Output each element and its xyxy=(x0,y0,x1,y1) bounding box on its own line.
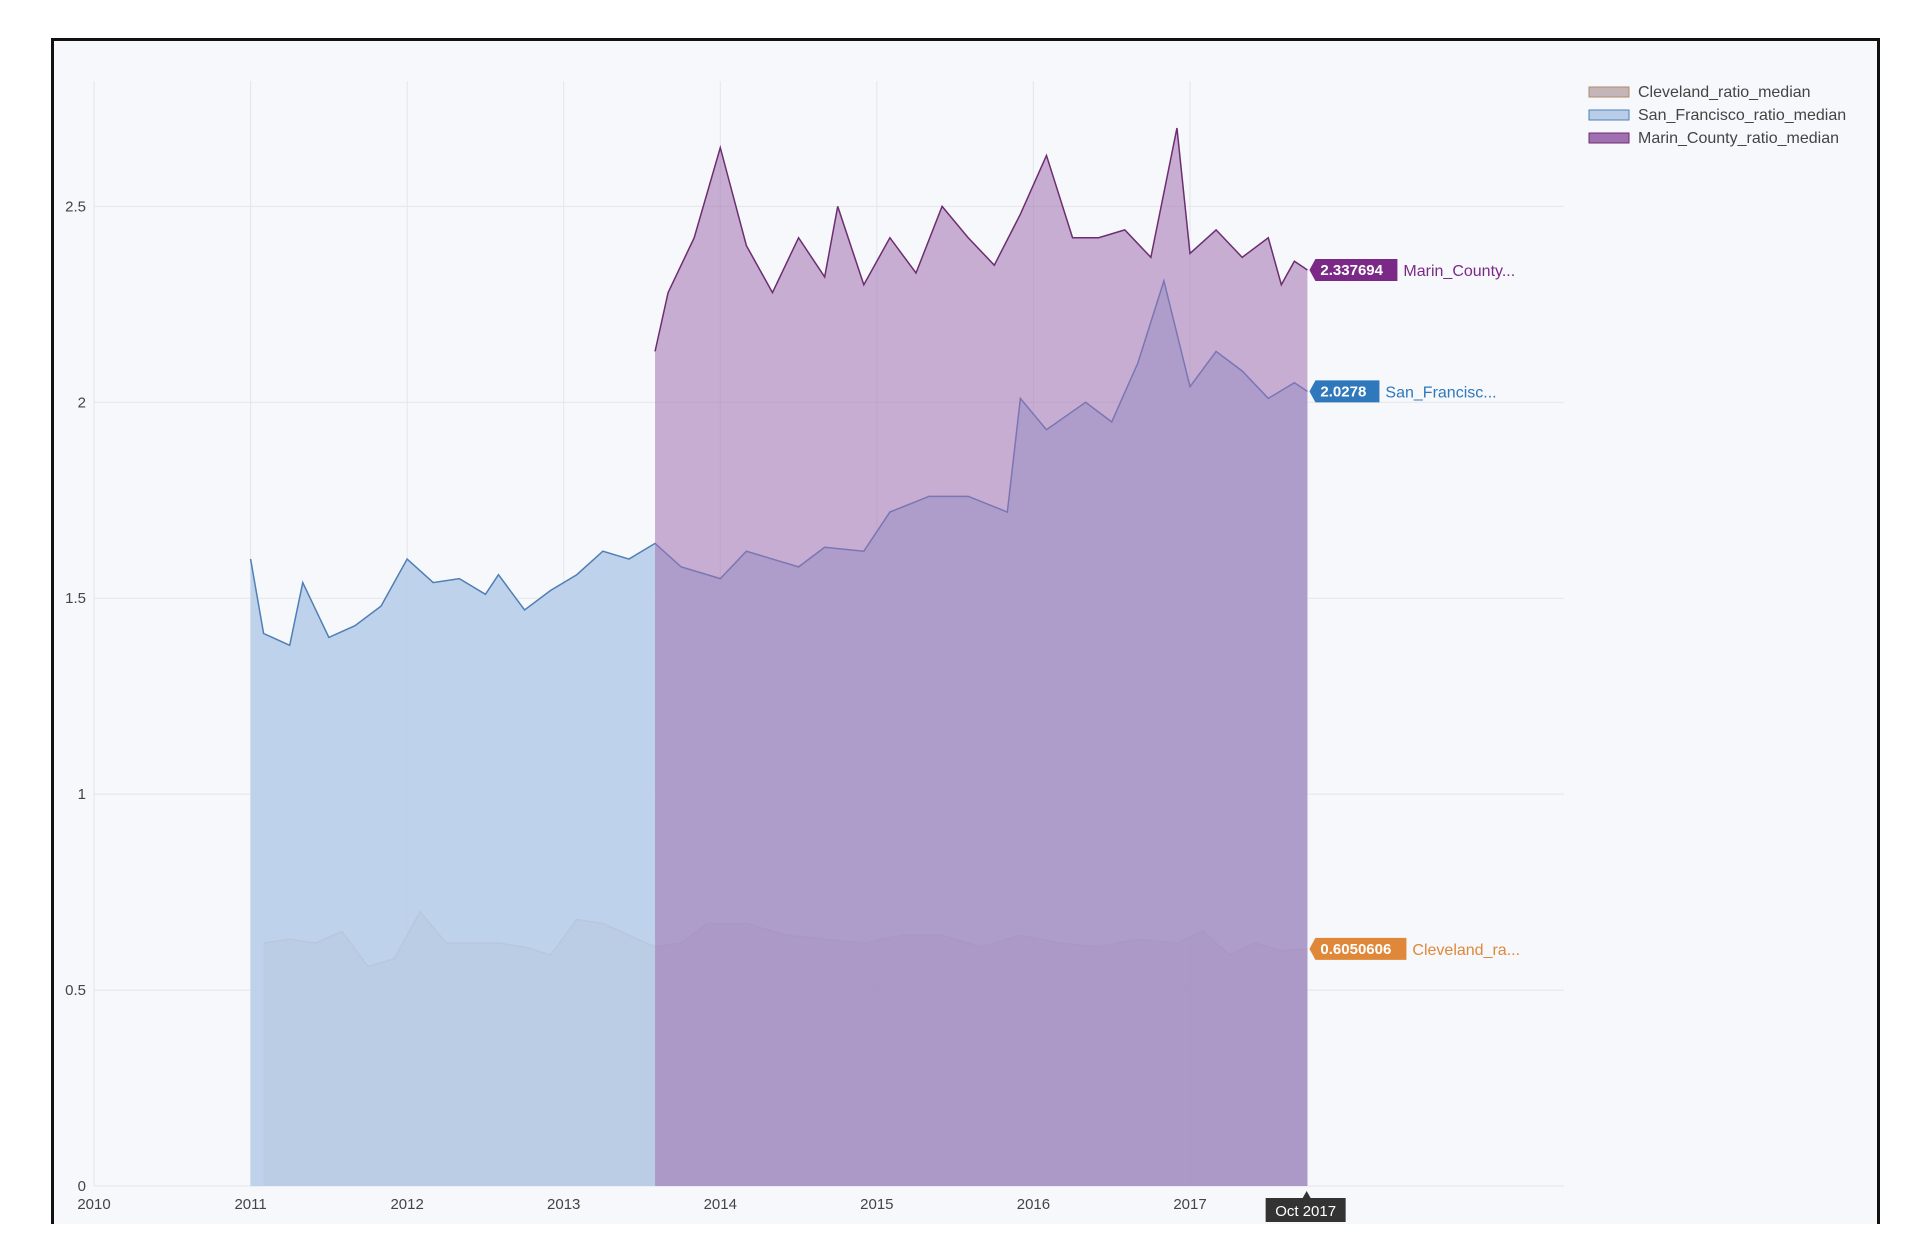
y-tick-label: 2.5 xyxy=(65,198,86,215)
y-tick-label: 0.5 xyxy=(65,982,86,999)
y-tick-label: 0 xyxy=(78,1178,86,1195)
legend-label: Marin_County_ratio_median xyxy=(1638,130,1839,147)
legend-swatch xyxy=(1588,86,1630,98)
hover-value-box xyxy=(1309,937,1407,960)
hover-series-name: San_Francisc... xyxy=(1385,384,1496,401)
hover-value: 0.6050606 xyxy=(1320,941,1391,958)
axis-layer: 0 0.5 1 1.5 2 2.5 2010 2011 2012 2013 2014 2015 2016… xyxy=(65,198,1207,1213)
hover-series-name: Cleveland_ra... xyxy=(1412,942,1520,959)
hover-value: 2.0278 xyxy=(1320,383,1366,400)
hover-value-box xyxy=(1309,258,1398,281)
legend-swatch xyxy=(1588,132,1630,144)
legend-label: Cleveland_ratio_median xyxy=(1638,84,1811,101)
series-area-3 xyxy=(655,128,1308,1187)
hover-value-box xyxy=(1309,380,1380,403)
y-tick-label: 1 xyxy=(78,786,86,803)
x-tick-label: 2014 xyxy=(704,1196,737,1213)
legend-label: San_Francisco_ratio_median xyxy=(1638,107,1846,124)
x-tick-label: 2013 xyxy=(547,1196,580,1213)
legend-swatch xyxy=(1588,109,1630,121)
hover-value: 2.337694 xyxy=(1320,262,1383,279)
hover-series-name: Marin_County... xyxy=(1403,263,1515,280)
x-tick-label: 2017 xyxy=(1173,1196,1206,1213)
x-hover-label: Oct 2017 xyxy=(1275,1203,1336,1220)
area-chart: 0 0.5 1 1.5 2 2.5 2010 2011 2012 2013 2014 2015 2016… xyxy=(65,81,1846,1222)
y-tick-label: 1.5 xyxy=(65,590,86,607)
x-tick-label: 2010 xyxy=(77,1196,110,1213)
x-tick-label: 2011 xyxy=(234,1196,266,1213)
chart-frame: 0 0.5 1 1.5 2 2.5 2010 2011 2012 2013 2014 2015 2016… xyxy=(51,38,1880,1224)
area-layer xyxy=(249,127,1308,1187)
y-tick-label: 2 xyxy=(78,394,86,411)
legend[interactable]: Cleveland_ratio_median San_Francisco_rati… xyxy=(1588,84,1846,147)
x-hover-box xyxy=(1265,1191,1346,1222)
hover-labels: 0.6050606 Cleveland_ra... 2.0278 San_Franci… xyxy=(1265,258,1520,1222)
x-tick-label: 2016 xyxy=(1017,1196,1050,1213)
x-tick-label: 2012 xyxy=(390,1196,423,1213)
x-tick-label: 2015 xyxy=(860,1196,893,1213)
series-line-3 xyxy=(654,127,1308,352)
